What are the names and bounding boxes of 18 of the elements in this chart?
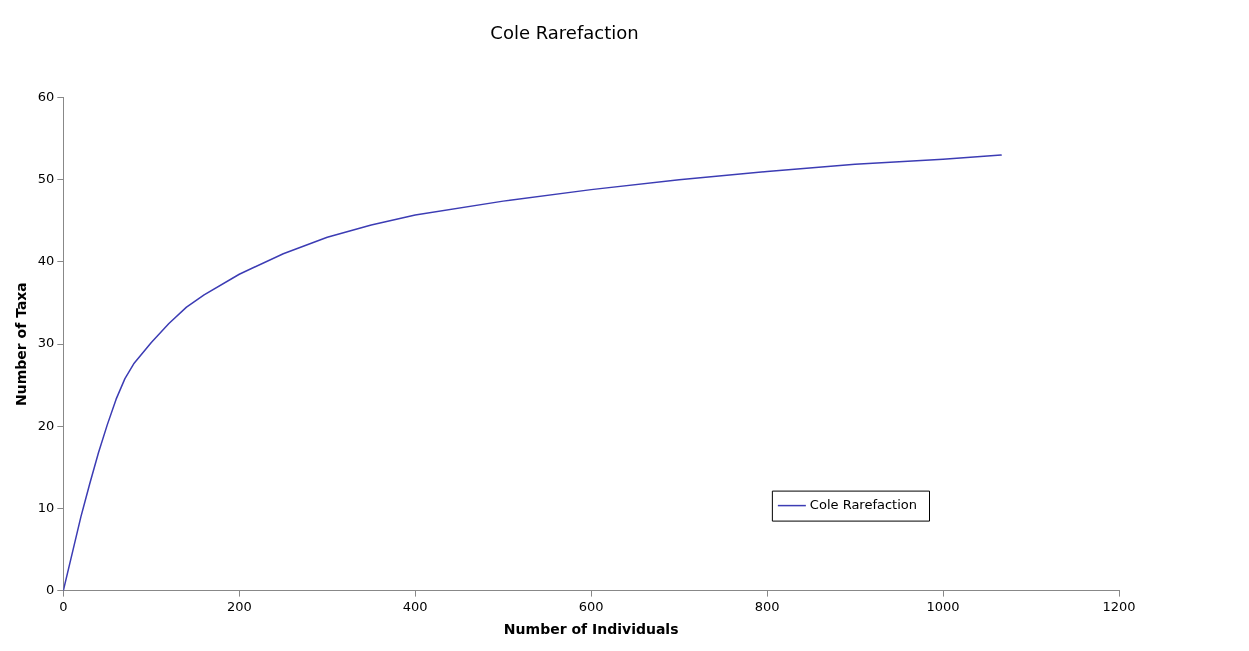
x-tick-label: 400 [402, 598, 428, 614]
legend-label: Cole Rarefaction [809, 496, 917, 512]
y-axis-title: Number of Taxa [13, 282, 30, 407]
y-tick-label: 30 [37, 335, 55, 351]
x-tick-label: 1200 [1102, 598, 1136, 614]
x-tick-label: 600 [578, 598, 604, 614]
x-tick-label: 0 [59, 598, 68, 614]
y-tick-label: 20 [37, 417, 55, 433]
y-tick-label: 50 [37, 171, 55, 187]
chart-title: Cole Rarefaction [490, 22, 639, 44]
y-tick-label: 10 [37, 499, 55, 515]
y-tick-label: 0 [46, 581, 55, 597]
x-tick-label: 800 [754, 598, 780, 614]
y-tick-label: 60 [37, 88, 55, 104]
x-tick-label: 200 [226, 598, 252, 614]
y-tick-label: 40 [37, 253, 55, 269]
x-axis-title: Number of Individuals [503, 621, 679, 638]
x-tick-label: 1000 [926, 598, 960, 614]
